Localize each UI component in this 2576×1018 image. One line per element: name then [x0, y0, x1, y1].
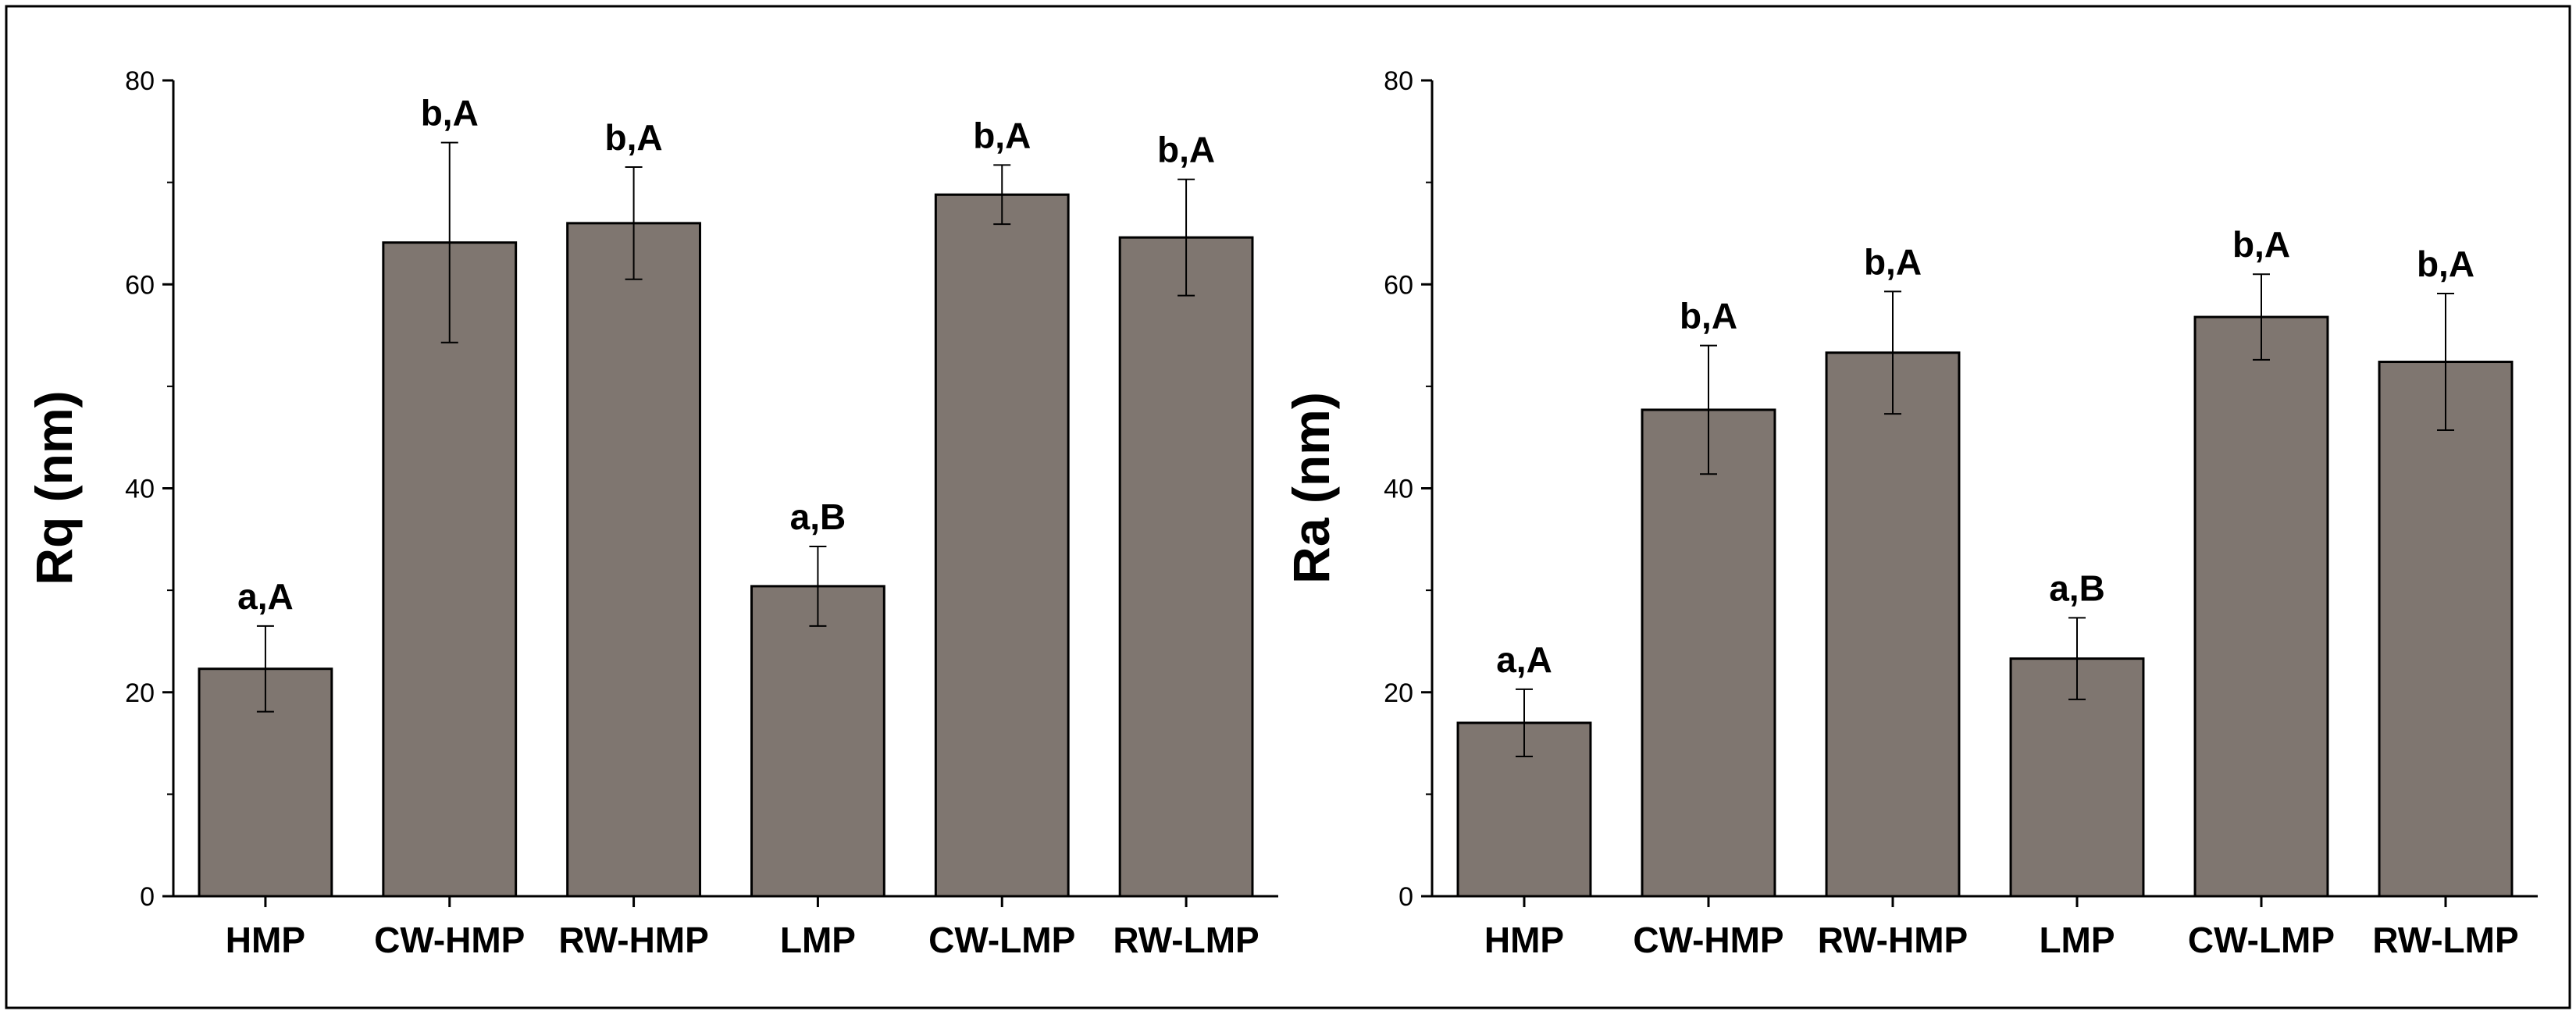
significance-label: b,A — [2417, 244, 2474, 284]
bar-cw-lmp — [934, 193, 1070, 898]
y-tick-label: 40 — [125, 475, 155, 504]
bar-cw-hmp — [1641, 408, 1776, 898]
bar-rw-lmp — [1118, 236, 1254, 898]
chart-panel-1: Rq (nm) 0 20 40 60 80 a,A HMP b,A CW-HMP b,A RW-HMP… — [25, 66, 1278, 960]
significance-label: b,A — [1680, 296, 1737, 336]
y-tick-label: 20 — [1384, 678, 1413, 708]
bar-rw-hmp — [566, 222, 701, 898]
x-category-label: HMP — [1484, 920, 1564, 960]
x-category-label: RW-LMP — [2372, 920, 2518, 960]
significance-label: a,A — [237, 576, 294, 617]
x-category-label: RW-HMP — [558, 920, 708, 960]
bar-rw-lmp — [2378, 361, 2514, 898]
y-tick-label: 40 — [1384, 475, 1413, 504]
y-axis-title: Ra (nm) — [1282, 392, 1340, 584]
x-category-label: RW-LMP — [1113, 920, 1259, 960]
x-category-label: CW-HMP — [374, 920, 525, 960]
significance-label: a,A — [1496, 639, 1552, 680]
significance-label: a,B — [2049, 568, 2105, 608]
y-tick-label: 60 — [1384, 270, 1413, 300]
bar-rw-hmp — [1825, 351, 1961, 898]
x-category-label: HMP — [226, 920, 305, 960]
bar-cw-lmp — [2193, 315, 2329, 898]
significance-label: b,A — [973, 115, 1031, 155]
y-tick-label: 80 — [125, 66, 155, 96]
x-category-label: CW-LMP — [2188, 920, 2335, 960]
significance-label: a,B — [790, 497, 846, 537]
significance-label: b,A — [2232, 224, 2290, 265]
significance-label: b,A — [1157, 130, 1215, 170]
y-tick-label: 60 — [125, 270, 155, 300]
x-category-label: RW-HMP — [1818, 920, 1968, 960]
x-category-label: CW-LMP — [928, 920, 1075, 960]
x-category-label: CW-HMP — [1633, 920, 1783, 960]
y-axis-title: Rq (nm) — [25, 390, 83, 585]
y-tick-label: 0 — [1398, 882, 1413, 912]
y-tick-label: 0 — [140, 882, 155, 912]
y-tick-label: 20 — [125, 678, 155, 708]
x-category-label: LMP — [2039, 920, 2115, 960]
y-tick-label: 80 — [1384, 66, 1413, 96]
significance-label: b,A — [605, 117, 663, 158]
significance-label: b,A — [1864, 241, 1922, 282]
significance-label: b,A — [421, 93, 479, 133]
bar-lmp — [750, 585, 885, 898]
x-category-label: LMP — [780, 920, 856, 960]
chart-panel-2: Ra (nm) 0 20 40 60 80 a,A HMP b,A CW-HMP b,A RW-HMP… — [1282, 66, 2538, 960]
